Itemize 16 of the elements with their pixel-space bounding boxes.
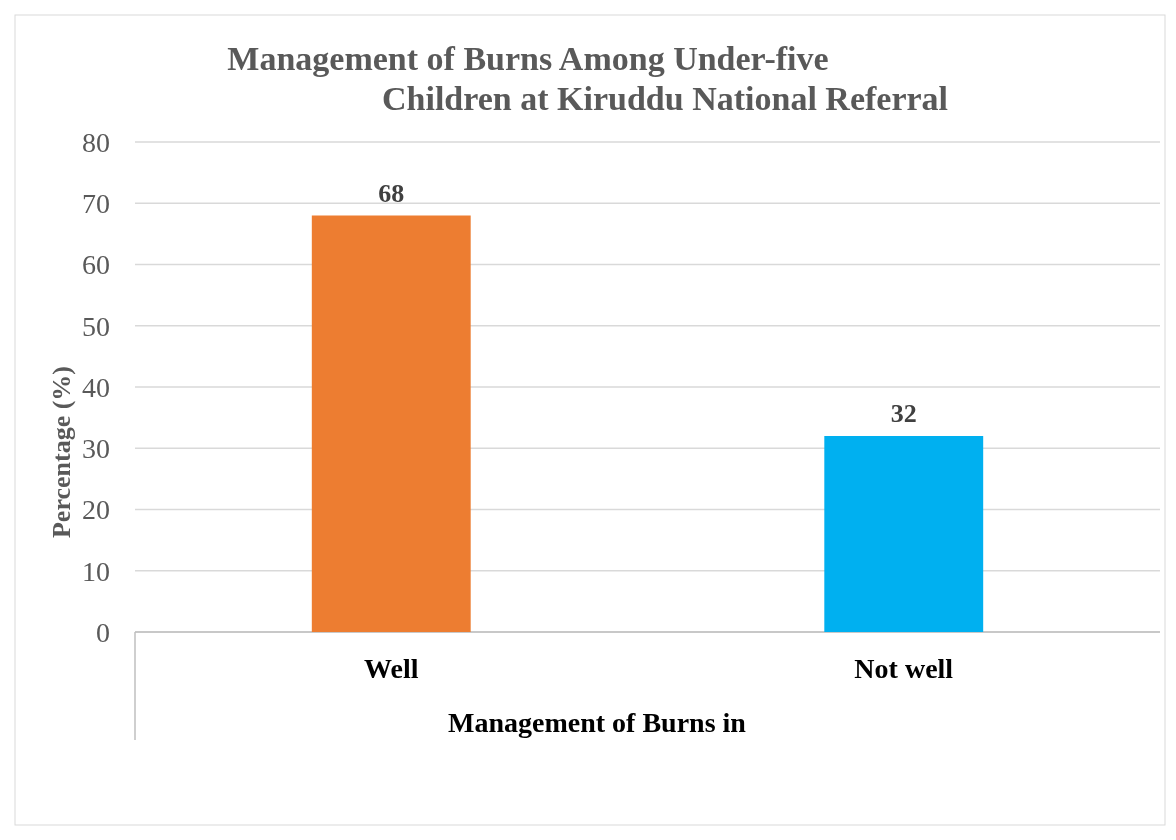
y-tick-label: 10 <box>82 555 110 587</box>
y-tick-label: 70 <box>82 188 110 220</box>
data-label: 32 <box>890 399 917 428</box>
y-axis-title: Percentage (%) <box>47 365 76 539</box>
x-tick-label: Well <box>364 653 419 684</box>
x-tick-label: Not well <box>854 653 954 684</box>
x-axis-title: Management of Burns in <box>448 707 747 738</box>
y-tick-label: 80 <box>82 126 110 158</box>
chart-title: Management of Burns Among Under-five Children at Kiruddu National Referral <box>227 40 949 117</box>
y-tick-label: 20 <box>82 494 110 526</box>
y-tick-label: 0 <box>96 616 110 648</box>
y-tick-label: 60 <box>82 249 110 281</box>
y-tick-label: 40 <box>82 371 110 403</box>
y-tick-label: 30 <box>82 433 110 465</box>
y-tick-label: 50 <box>82 310 110 342</box>
data-label: 68 <box>378 178 405 208</box>
